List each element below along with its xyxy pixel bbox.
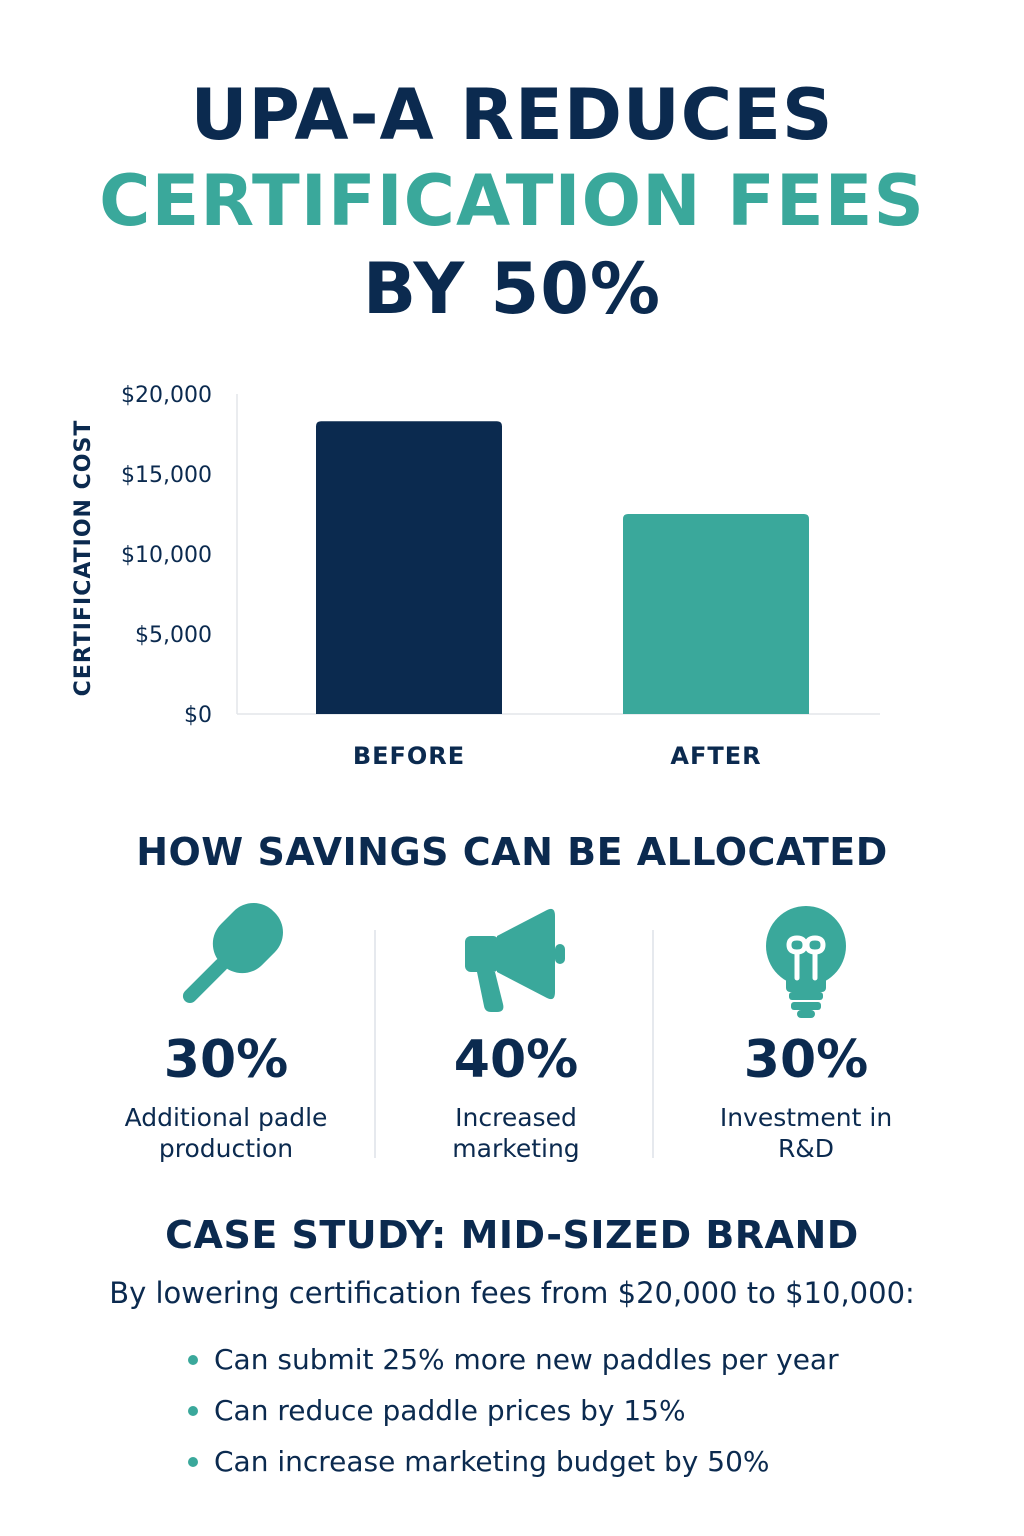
bullet-dot [188,1406,198,1416]
case-study-bullets: Can submit 25% more new paddles per year… [188,1340,839,1493]
y-tick-label: $20,000 [121,383,212,408]
certification-cost-chart: $0 $5,000 $10,000 $15,000 $20,000 CERTIFICATI… [71,383,880,770]
y-tick-label: $10,000 [121,543,212,568]
bar-after [623,514,809,714]
y-tick-label: $0 [184,703,212,728]
list-item: Can submit 25% more new paddles per year [188,1340,839,1391]
allocation-item-megaphone: 40% Increased marketing [386,900,646,1164]
x-tick-label: AFTER [670,742,761,770]
allocation-percent: 30% [163,1030,289,1090]
bar-before [316,421,502,714]
divider [374,930,376,1158]
y-tick-label: $5,000 [135,623,212,648]
allocation-item-lightbulb: 30% Investment in R&D [676,900,936,1164]
allocation-label: Increased marketing [452,1103,580,1163]
paddle-icon [182,903,283,1004]
title-line-3: BY 50% [362,248,662,330]
allocation-title: HOW SAVINGS CAN BE ALLOCATED [136,830,888,874]
case-study-title: CASE STUDY: MID-SIZED BRAND [165,1213,859,1257]
allocation-label: Investment in R&D [719,1103,893,1163]
lightbulb-icon [766,906,846,1018]
y-tick-label: $15,000 [121,463,212,488]
case-study-intro: By lowering certification fees from $20,… [109,1276,915,1310]
allocation-percent: 40% [453,1030,579,1090]
allocation-percent: 30% [743,1030,869,1090]
x-tick-label: BEFORE [353,742,465,770]
title-line-2: CERTIFICATION FEES [99,160,925,242]
list-item: Can increase marketing budget by 50% [188,1442,839,1493]
title-line-1: UPA-A REDUCES [190,74,834,156]
y-axis-label: CERTIFICATION COST [71,420,96,697]
megaphone-icon [465,908,565,1012]
list-item: Can reduce paddle prices by 15% [188,1391,839,1442]
bullet-dot [188,1457,198,1467]
divider [652,930,654,1158]
allocation-label: Additional padle production [124,1103,328,1163]
allocation-item-paddle: 30% Additional padle production [96,900,356,1164]
bullet-dot [188,1355,198,1365]
